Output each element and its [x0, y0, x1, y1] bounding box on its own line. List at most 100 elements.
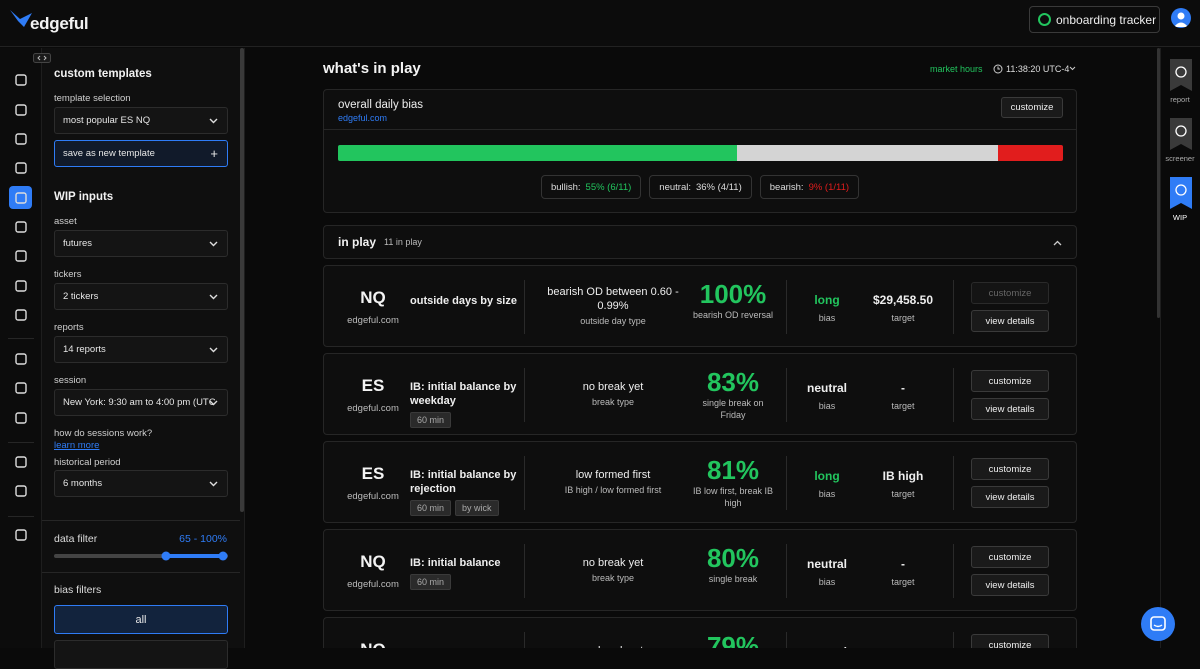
help-link[interactable]: learn more — [54, 440, 100, 451]
card-link[interactable]: edgeful.com — [338, 113, 388, 123]
save-template-button[interactable]: save as new template + — [54, 140, 228, 167]
hit-rate: 79% — [706, 631, 760, 648]
bias-segment — [736, 145, 998, 161]
nav-icon[interactable] — [9, 98, 32, 121]
play-row: NQ edgeful.com outside days by size bearish… — [323, 265, 1077, 347]
dropdown[interactable]: New York: 9:30 am to 4:00 pm (UTC — [54, 389, 228, 416]
report-name: IB: initial balance by weekday — [410, 381, 517, 407]
bias-value: neutral — [789, 645, 865, 648]
app: edgeful onboarding tracker custom templa… — [0, 6, 1200, 669]
dropdown-value: most popular ES NQ — [63, 115, 151, 126]
bias-bar — [338, 145, 1063, 161]
hit-rate-label: bearish OD reversal — [692, 310, 774, 320]
market-status: market hours — [930, 64, 983, 74]
page-title: what's in play — [323, 60, 421, 77]
field-label: historical period — [54, 457, 121, 468]
nav-icon[interactable] — [9, 186, 32, 209]
play-row: NQ edgeful.com IB: initial balance 60 min no… — [323, 529, 1077, 611]
nav-icon[interactable] — [9, 274, 32, 297]
chat-button[interactable] — [1141, 607, 1175, 641]
period-dropdown[interactable]: 6 months — [54, 470, 228, 497]
filter-label: data filter — [54, 533, 98, 545]
range-slider[interactable] — [54, 550, 230, 562]
divider — [524, 368, 525, 422]
rail-tab[interactable] — [1170, 118, 1192, 150]
template-dropdown[interactable]: most popular ES NQ — [54, 107, 228, 134]
bias-card: overall daily bias edgeful.com customize… — [323, 89, 1077, 213]
nav-icon[interactable] — [9, 215, 32, 238]
bias-pill: bearish: 9% (1/11) — [759, 175, 860, 199]
report-name: outside days by size — [410, 295, 517, 307]
dropdown-value: futures — [63, 238, 93, 249]
nav-icon[interactable] — [9, 406, 32, 429]
onboarding-button[interactable]: onboarding tracker — [1029, 6, 1160, 33]
collapse-toggle[interactable] — [33, 53, 51, 63]
condition-value: bearish OD between 0.60 - 0.99% — [547, 286, 679, 312]
rail-tab[interactable] — [1170, 177, 1192, 209]
rail-tab[interactable] — [1170, 59, 1192, 91]
help-text: how do sessions work? — [54, 428, 153, 439]
nav-icon[interactable] — [9, 244, 32, 267]
logo[interactable]: edgeful — [30, 14, 89, 33]
target-label: target — [891, 313, 915, 323]
nav-icon[interactable] — [9, 479, 32, 502]
condition-value: no break yet — [582, 381, 644, 393]
report-tags: 60 min — [410, 574, 452, 590]
clock-icon — [993, 64, 1003, 74]
customize-button[interactable]: customize — [971, 370, 1049, 392]
divider — [42, 520, 240, 521]
in-play-header[interactable]: in play 11 in play — [323, 225, 1077, 259]
details-button[interactable]: view details — [971, 574, 1049, 596]
divider — [953, 368, 954, 422]
customize-button[interactable]: customize — [971, 282, 1049, 304]
time-chevron[interactable] — [1069, 66, 1076, 71]
rail-label: report — [1170, 95, 1190, 104]
divider — [8, 516, 34, 517]
customize-button[interactable]: customize — [971, 546, 1049, 568]
nav-icon[interactable] — [9, 303, 32, 326]
customize-button[interactable]: customize — [971, 634, 1049, 648]
collapse-chevron[interactable] — [1053, 240, 1062, 246]
divider — [953, 280, 954, 334]
details-button[interactable]: view details — [971, 398, 1049, 420]
divider — [953, 632, 954, 648]
bias-filter[interactable] — [54, 640, 228, 669]
condition-label: break type — [591, 573, 635, 583]
details-button[interactable]: view details — [971, 486, 1049, 508]
tag: 60 min — [410, 500, 452, 516]
pill-value: 9% (1/11) — [808, 181, 850, 193]
report-name: IB: initial balance — [410, 557, 501, 569]
details-button[interactable]: view details — [971, 310, 1049, 332]
user-avatar[interactable] — [1171, 8, 1191, 28]
nav-icon[interactable] — [9, 347, 32, 370]
ticker: ES — [361, 464, 385, 483]
ticker-source: edgeful.com — [347, 491, 399, 502]
nav-icon[interactable] — [9, 156, 32, 179]
customize-button[interactable]: customize — [971, 458, 1049, 480]
field-label: session — [54, 375, 87, 386]
dropdown-value: 6 months — [63, 478, 103, 489]
section-title: in play — [338, 235, 377, 249]
ticker: NQ — [360, 288, 386, 307]
nav-icon[interactable] — [9, 68, 32, 91]
nav-icon[interactable] — [9, 376, 32, 399]
dropdown[interactable]: futures — [54, 230, 228, 257]
settings-panel: custom templates template selection most… — [33, 48, 245, 669]
dropdown[interactable]: 14 reports — [54, 336, 228, 363]
condition-value: no break yet — [539, 644, 687, 648]
bias-value: long — [814, 469, 840, 483]
customize-button[interactable]: customize — [1001, 97, 1063, 118]
nav-icon[interactable] — [9, 450, 32, 473]
play-row: ES edgeful.com IB: initial balance by week… — [323, 353, 1077, 435]
dropdown[interactable]: 2 tickers — [54, 283, 228, 310]
nav-icon[interactable] — [9, 523, 32, 546]
divider — [953, 544, 954, 598]
scrollbar — [1157, 48, 1160, 318]
onboarding-label: onboarding tracker — [1056, 12, 1157, 27]
field-label: tickers — [54, 269, 82, 280]
condition: no break yet — [539, 644, 687, 648]
nav-icon[interactable] — [9, 127, 32, 150]
hit-rate: 81% — [706, 455, 760, 485]
filter-range: 65 - 100% — [179, 533, 227, 545]
bias-filter-all[interactable]: all — [54, 605, 228, 634]
